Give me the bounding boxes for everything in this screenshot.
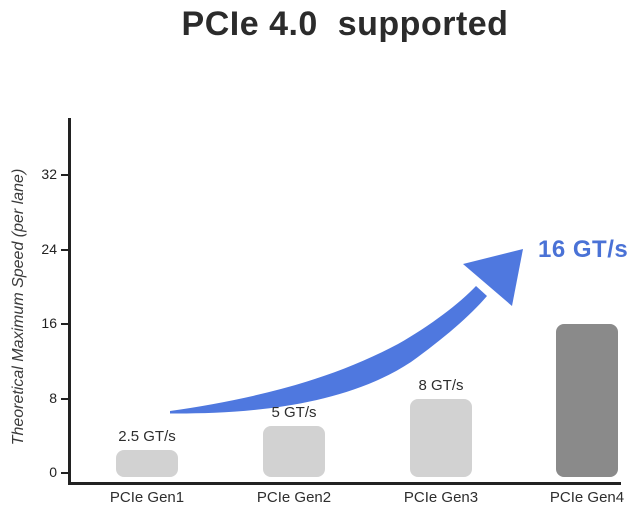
bar-value-label: 5 GT/s xyxy=(271,404,317,421)
y-tick-label: 24 xyxy=(41,240,57,257)
growth-arrow-swoosh-icon xyxy=(170,286,487,414)
y-tick-mark xyxy=(61,323,70,326)
x-category-label: PCIe Gen1 xyxy=(109,489,185,506)
bar-value-label: 2.5 GT/s xyxy=(118,428,176,445)
bar xyxy=(556,324,618,477)
growth-arrow-head-icon xyxy=(463,249,523,306)
y-tick-mark xyxy=(61,472,70,474)
x-category-label: PCIe Gen3 xyxy=(403,489,479,506)
y-tick-label: 16 xyxy=(41,315,57,332)
y-tick-label: 32 xyxy=(41,166,57,183)
gen4-speed-annotation: 16 GT/s xyxy=(538,236,629,263)
y-tick-label: 0 xyxy=(49,464,57,480)
y-tick-mark xyxy=(61,397,70,400)
bar-value-label: 8 GT/s xyxy=(418,377,464,394)
bar xyxy=(116,450,178,477)
bar xyxy=(410,399,472,477)
x-axis-line xyxy=(68,482,621,485)
y-tick-label: 8 xyxy=(49,389,57,406)
chart-title: PCIe 4.0 supported xyxy=(181,5,509,43)
x-category-label: PCIe Gen4 xyxy=(549,489,625,506)
y-tick-mark xyxy=(61,174,70,177)
x-category-label: PCIe Gen2 xyxy=(256,489,332,506)
y-axis-line xyxy=(68,118,71,485)
y-tick-mark xyxy=(61,248,70,251)
bar xyxy=(263,426,325,477)
